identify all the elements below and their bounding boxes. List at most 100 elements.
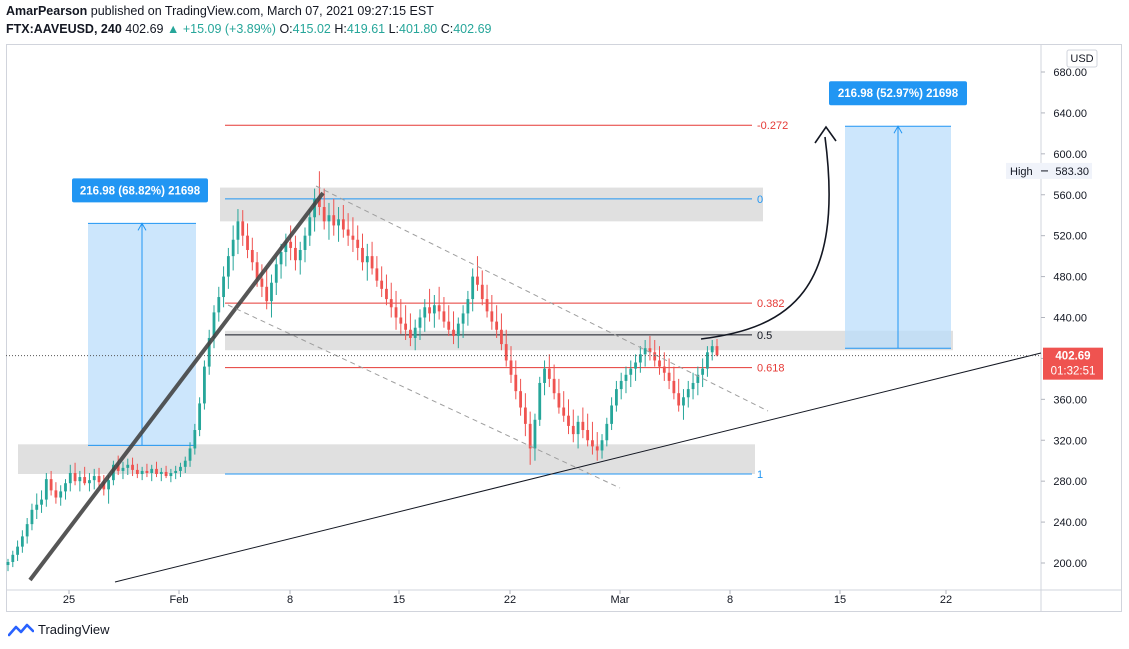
candle-body (571, 425, 575, 435)
candle-body (514, 374, 518, 392)
candle-body (437, 305, 441, 312)
price-tick-label: 680.00 (1053, 67, 1087, 79)
measure-arrow-head (893, 125, 903, 134)
candle-body (634, 362, 637, 369)
candle-body (135, 469, 139, 475)
candle-body (231, 239, 235, 257)
tradingview-brand[interactable]: TradingView (8, 622, 110, 637)
candle-body (696, 374, 700, 383)
time-axis[interactable]: 25 Feb 8 15 22 Mar 8 15 22 (63, 590, 952, 606)
candle-body (116, 464, 120, 471)
time-tick-label: Mar (611, 594, 630, 606)
candle-body (35, 504, 39, 510)
candle-body (140, 470, 144, 475)
candle-body (385, 288, 388, 300)
candle-body (547, 368, 551, 379)
candle-body (155, 468, 158, 475)
price-tick-label: 280.00 (1053, 476, 1087, 488)
candle-body (126, 464, 130, 468)
candle-body (624, 374, 628, 381)
candle-body (672, 380, 676, 394)
candle-body (600, 440, 604, 451)
brand-name: TradingView (38, 622, 110, 637)
candle-body (610, 405, 614, 424)
open-label: O: (279, 22, 293, 36)
author-name[interactable]: AmarPearson (6, 4, 88, 18)
candle-body (322, 207, 326, 222)
high-marker: High 583.30 (1006, 162, 1092, 179)
candle-body (341, 219, 345, 230)
candle-body (423, 307, 427, 318)
candle-body (581, 421, 585, 431)
candle-body (188, 448, 192, 461)
time-tick-label: 22 (940, 594, 952, 606)
candle-body (370, 256, 374, 269)
candle-body (107, 480, 111, 490)
candle-body (715, 346, 719, 356)
candle-body (265, 286, 269, 302)
high-marker-value: 583.30 (1055, 166, 1089, 178)
candle-body (64, 483, 67, 492)
high-marker-label: High (1010, 166, 1033, 178)
candle-body (68, 472, 72, 484)
measure-label: 216.98 (52.97%) 21698 (838, 88, 959, 100)
candle-body (504, 344, 508, 361)
price-axis[interactable]: 680.00 640.00 600.00 560.00 520.00 480.00 440.… (1041, 67, 1087, 570)
projection-arrow-head (814, 125, 837, 144)
candle-body (203, 366, 206, 404)
candle-body (509, 360, 513, 375)
measure-label-box (829, 81, 967, 106)
support-resistance-zones (18, 187, 953, 475)
candle-body (346, 229, 350, 236)
candle-body (586, 430, 590, 441)
candle-body (629, 368, 633, 375)
resistance-zone (220, 187, 763, 222)
candle-body (495, 321, 499, 330)
close-value: 402.69 (453, 22, 492, 36)
candle-body (78, 477, 82, 482)
candle-body (121, 467, 125, 471)
candle-body (399, 317, 403, 324)
candle-body (413, 327, 417, 338)
channel-upper-line (315, 185, 769, 412)
candle-body (351, 235, 355, 240)
candle-body (88, 480, 91, 484)
candle-body (389, 299, 393, 308)
candle-body (394, 307, 398, 318)
trend-lines[interactable] (6, 125, 1042, 583)
measure-label-box (72, 178, 208, 203)
candle-body (207, 337, 211, 367)
candle-body (701, 368, 705, 375)
candle-body (706, 352, 709, 369)
price-tick-label: 480.00 (1053, 272, 1087, 284)
candle-body (533, 419, 537, 449)
candle-body (682, 397, 685, 406)
candle-body (279, 252, 283, 265)
price-tick-label: 560.00 (1053, 190, 1087, 202)
support-zone (18, 444, 755, 475)
candle-body (164, 471, 168, 477)
currency-badge[interactable]: USD (1066, 49, 1098, 68)
candle-body (667, 372, 671, 381)
candle-body (691, 382, 695, 390)
long-support-trendline (114, 352, 1042, 583)
measure-arrow-head (137, 222, 147, 231)
fib-level-label: 0.382 (757, 298, 785, 310)
time-tick-label: Feb (170, 594, 189, 606)
chart-frame (6, 44, 1122, 612)
candle-body (523, 407, 527, 424)
candle-body (552, 378, 556, 394)
candle-body (40, 499, 43, 505)
candle-body (16, 546, 19, 555)
time-tick-label: 22 (504, 594, 516, 606)
time-tick-label: 8 (727, 594, 733, 606)
candle-body (222, 276, 225, 298)
candle-body (193, 430, 197, 449)
candle-body (145, 470, 149, 473)
price-tick-label: 360.00 (1053, 394, 1087, 406)
candle-body (174, 470, 178, 473)
candle-body (246, 235, 249, 250)
high-value: 419.61 (346, 22, 386, 36)
price-tick-label: 200.00 (1053, 558, 1087, 570)
